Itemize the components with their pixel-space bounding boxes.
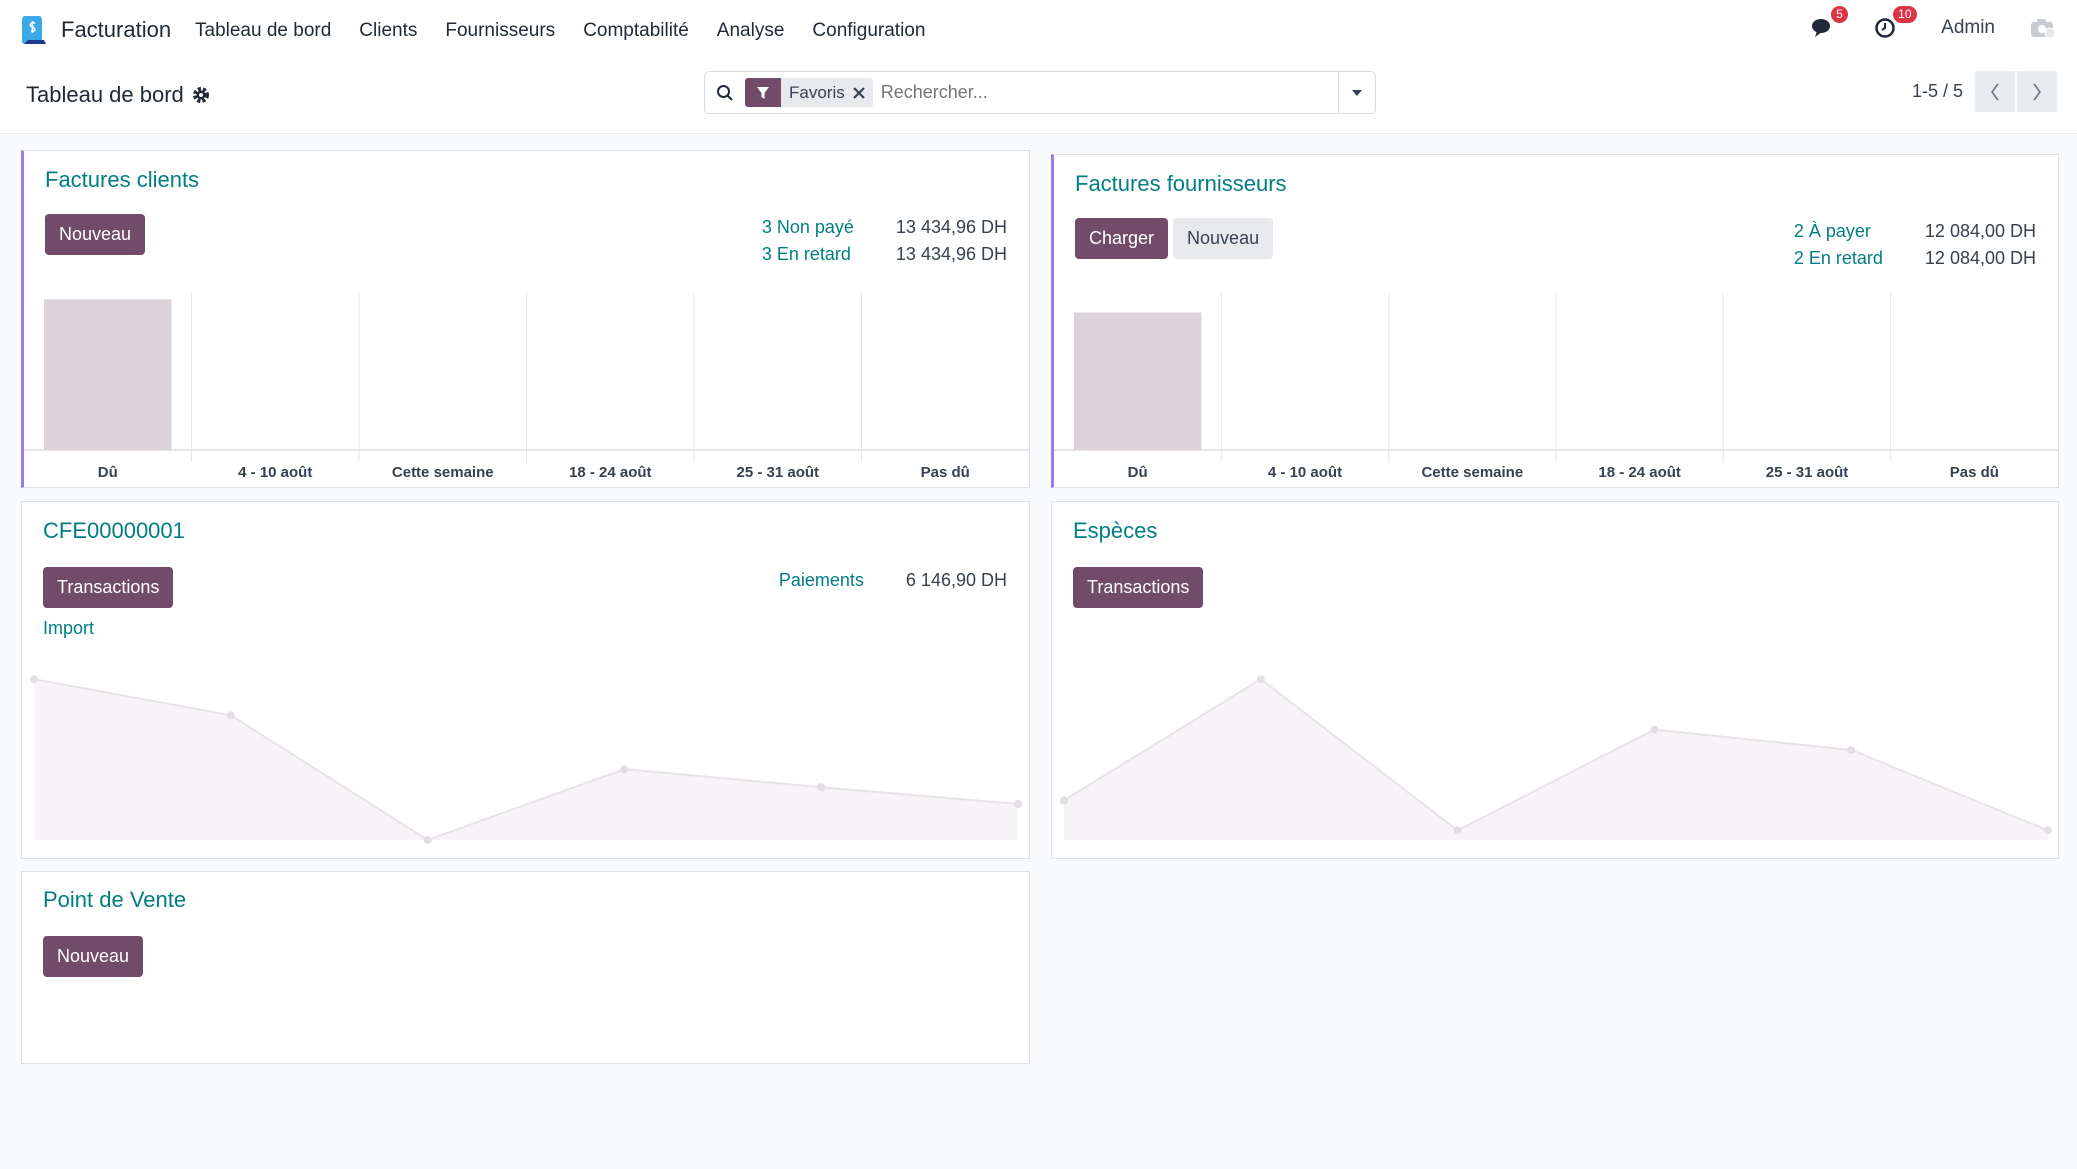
menu-analysis[interactable]: Analyse: [716, 20, 785, 41]
pager-previous-button[interactable]: [1975, 71, 2015, 112]
search-input[interactable]: [872, 82, 1338, 103]
vendor-bills-chart[interactable]: Dû 4 - 10 août Cette semaine 18 - 24 août 25…: [1054, 291, 2058, 487]
data-point[interactable]: [423, 836, 432, 844]
control-panel: Tableau de bord Favoris 1-5 / 5: [0, 61, 2077, 134]
data-point[interactable]: [2044, 826, 2052, 835]
late-link[interactable]: 2 En retard: [1793, 248, 1883, 268]
data-point[interactable]: [30, 675, 38, 684]
main-menu: Tableau de bord Clients Fournisseurs Com…: [195, 20, 925, 42]
x-tick-label: 25 - 31 août: [736, 464, 819, 481]
transactions-button[interactable]: Transactions: [1073, 567, 1204, 608]
top-navbar: Facturation Tableau de bord Clients Four…: [0, 0, 2077, 61]
new-pos-button[interactable]: Nouveau: [43, 936, 144, 977]
app-brand[interactable]: Facturation: [61, 17, 172, 42]
x-tick-label: Cette semaine: [1421, 464, 1523, 481]
user-menu[interactable]: Admin: [1941, 17, 1995, 38]
card-title[interactable]: Factures clients: [45, 167, 200, 192]
x-tick-label: 4 - 10 août: [238, 464, 312, 481]
import-link[interactable]: Import: [43, 618, 95, 638]
payments-link[interactable]: Paiements: [778, 570, 864, 590]
to-pay-link[interactable]: 2 À payer: [1793, 221, 1871, 241]
activities-button[interactable]: 10: [1871, 6, 1917, 42]
card-title[interactable]: Espèces: [1073, 518, 1158, 543]
gear-icon[interactable]: [192, 86, 210, 104]
data-point[interactable]: [1453, 826, 1462, 835]
area-fill: [1064, 679, 2048, 840]
card-title[interactable]: Point de Vente: [43, 887, 187, 912]
menu-accounting[interactable]: Comptabilité: [583, 20, 689, 41]
area-fill: [34, 679, 1018, 840]
card-title[interactable]: CFE00000001: [43, 518, 185, 543]
late-amount: 12 084,00 DH: [1924, 248, 2036, 268]
late-amount: 13 434,96 DH: [895, 244, 1007, 264]
unpaid-link[interactable]: 3 Non payé: [761, 217, 854, 237]
caret-down-icon: [1352, 89, 1362, 96]
cash-balance-chart[interactable]: [1060, 662, 2052, 852]
clock-icon: [1875, 18, 1895, 38]
customer-invoices-chart[interactable]: Dû 4 - 10 août Cette semaine 18 - 24 août 25…: [24, 291, 1029, 487]
messages-button[interactable]: 5: [1809, 6, 1848, 42]
data-point[interactable]: [1256, 675, 1265, 684]
x-tick-label: Pas dû: [1950, 464, 1999, 481]
remove-facet-icon[interactable]: [852, 86, 865, 99]
filter-icon: [745, 78, 781, 107]
data-point[interactable]: [817, 783, 826, 792]
x-tick-label: 18 - 24 août: [569, 464, 652, 481]
data-point[interactable]: [620, 765, 629, 774]
search-options-toggle[interactable]: [1338, 72, 1375, 113]
activities-badge: 10: [1893, 6, 1917, 23]
card-bank-journal: CFE00000001 Transactions Import Paiement…: [21, 501, 1030, 859]
menu-dashboard[interactable]: Tableau de bord: [195, 20, 332, 41]
x-tick-label: 18 - 24 août: [1598, 464, 1681, 481]
unpaid-amount: 13 434,96 DH: [895, 217, 1007, 237]
late-link[interactable]: 3 En retard: [761, 244, 851, 264]
menu-clients[interactable]: Clients: [359, 20, 418, 41]
bank-balance-chart[interactable]: [30, 662, 1022, 852]
data-point[interactable]: [1060, 796, 1068, 805]
card-cash-journal: Espèces Transactions: [1051, 501, 2059, 859]
avatar[interactable]: [2029, 14, 2057, 42]
facet-label: Favoris: [789, 82, 845, 102]
chevron-left-icon: [1991, 83, 1999, 100]
data-point[interactable]: [1847, 746, 1856, 754]
chevron-right-icon: [2033, 83, 2041, 100]
card-title[interactable]: Factures fournisseurs: [1075, 171, 1287, 196]
pager-value[interactable]: 1-5 / 5: [1911, 81, 1963, 101]
data-point[interactable]: [1014, 800, 1022, 808]
page-title: Tableau de bord: [26, 82, 184, 107]
upload-button[interactable]: Charger: [1075, 218, 1169, 259]
new-bill-button[interactable]: Nouveau: [1173, 218, 1274, 259]
card-vendor-bills: Factures fournisseurs Charger Nouveau 2 …: [1051, 154, 2059, 488]
bar[interactable]: [1074, 312, 1202, 450]
x-tick-label: Pas dû: [921, 464, 970, 481]
menu-suppliers[interactable]: Fournisseurs: [445, 20, 556, 41]
filter-facet: Favoris: [745, 78, 873, 107]
data-point[interactable]: [1650, 725, 1659, 734]
to-pay-amount: 12 084,00 DH: [1924, 221, 2036, 241]
app-logo-icon[interactable]: [20, 16, 48, 46]
payments-amount: 6 146,90 DH: [905, 570, 1007, 590]
messages-badge: 5: [1831, 6, 1848, 23]
chat-icon: [1812, 19, 1831, 37]
data-point[interactable]: [226, 711, 235, 720]
card-customer-invoices: Factures clients Nouveau 3 Non payé 13 43…: [21, 150, 1030, 488]
series-line: [33, 678, 1019, 842]
x-tick-label: 25 - 31 août: [1766, 464, 1849, 481]
x-tick-label: Dû: [1128, 464, 1148, 481]
search-bar: Favoris: [704, 71, 1376, 114]
x-tick-label: Dû: [98, 464, 118, 481]
series-line: [1063, 677, 2049, 832]
camera-icon: [2031, 19, 2056, 39]
new-invoice-button[interactable]: Nouveau: [45, 214, 146, 255]
x-tick-label: 4 - 10 août: [1268, 464, 1342, 481]
x-tick-label: Cette semaine: [392, 464, 494, 481]
menu-configuration[interactable]: Configuration: [812, 20, 926, 41]
card-point-of-sale: Point de Vente Nouveau: [21, 871, 1030, 1064]
bar[interactable]: [44, 299, 172, 450]
transactions-button[interactable]: Transactions: [43, 567, 174, 608]
pager-next-button[interactable]: [2017, 71, 2057, 112]
search-icon[interactable]: [705, 84, 745, 102]
